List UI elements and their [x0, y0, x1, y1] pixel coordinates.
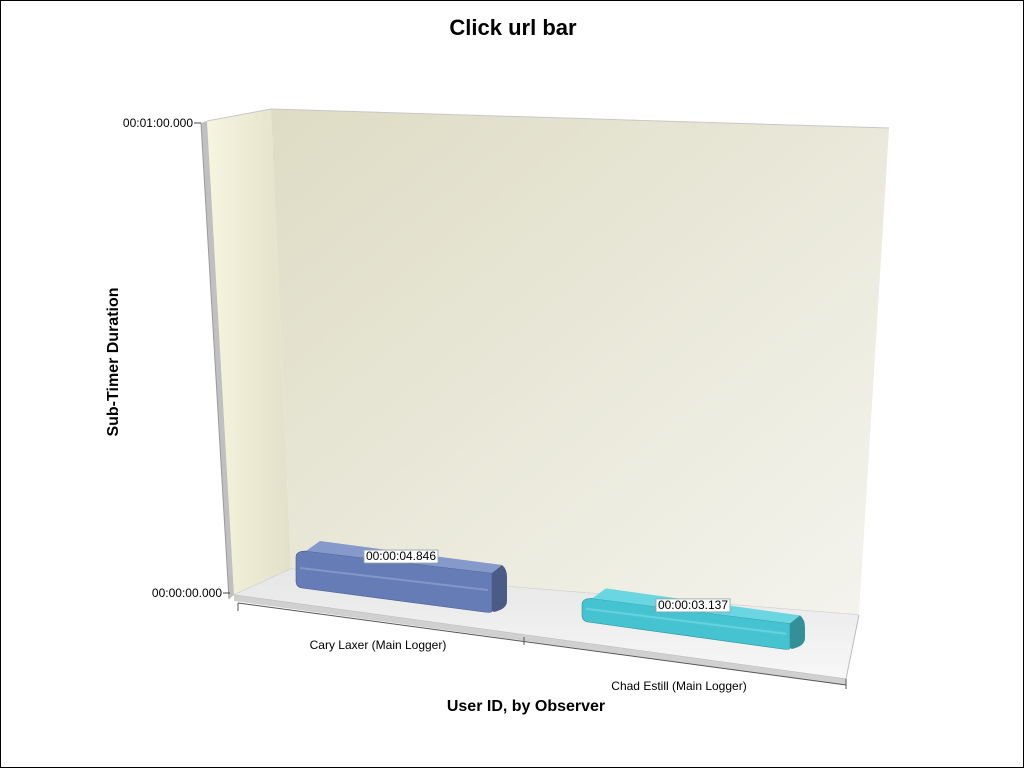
bar-side: [492, 565, 507, 612]
bar-highlight: [585, 607, 787, 635]
x-axis-labels: Cary Laxer (Main Logger) Chad Estill (Mai…: [310, 638, 747, 693]
back-wall: [271, 109, 889, 615]
bar-highlight: [299, 567, 489, 592]
bar-front: [295, 550, 493, 613]
y-tick-label: 00:01:00.000: [123, 116, 193, 130]
bar-front: [581, 598, 791, 650]
left-wall: [207, 109, 291, 595]
y-axis-title: Sub-Timer Duration: [105, 287, 122, 436]
chart-title: Click url bar: [449, 15, 577, 40]
x-tick-label: Chad Estill (Main Logger): [611, 679, 746, 693]
y-tick-label: 00:00:00.000: [152, 586, 222, 600]
x-axis-line: [237, 602, 847, 686]
y-axis-wall: [201, 121, 234, 599]
x-axis-title: User ID, by Observer: [447, 698, 605, 715]
wall-gridline: [206, 108, 890, 129]
x-tick-label: Cary Laxer (Main Logger): [310, 638, 447, 652]
data-label-box: [363, 549, 439, 564]
y-axis-line: [200, 122, 230, 600]
bar-side: [790, 615, 805, 649]
data-label-box: [655, 598, 731, 613]
floor-front-edge: [234, 595, 846, 685]
data-label: 00:00:03.137: [658, 598, 728, 612]
y-axis-ticks: 00:00:00.000 00:01:00.000: [123, 116, 230, 600]
data-label: 00:00:04.846: [366, 549, 436, 563]
bars-group: 00:00:04.846 00:00:03.137: [295, 541, 805, 650]
